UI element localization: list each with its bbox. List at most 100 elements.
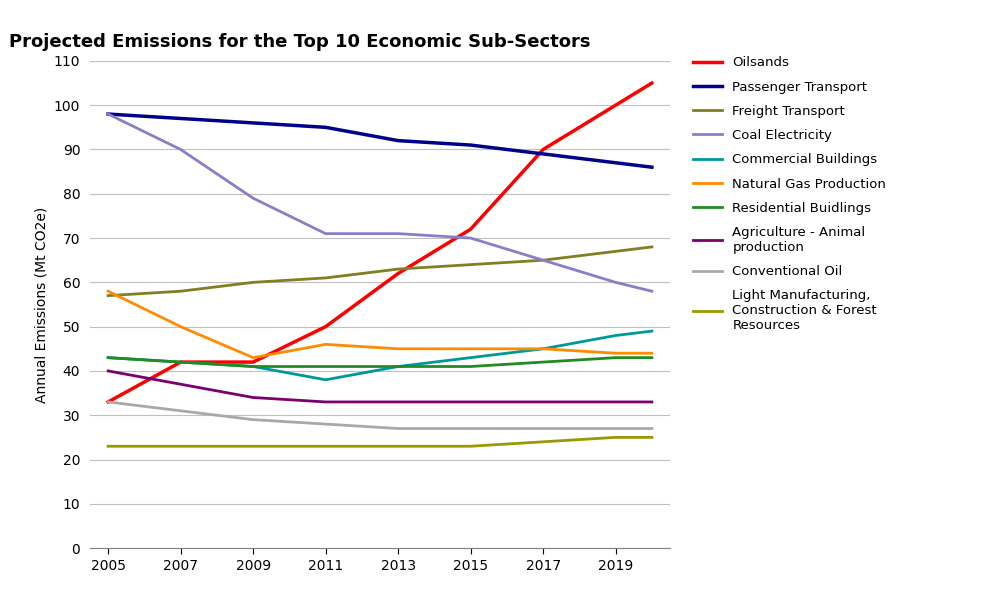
Agriculture - Animal
production — [537, 398, 549, 406]
Conventional Oil — [537, 425, 549, 432]
Commercial Buildings — [175, 359, 187, 366]
Line: Natural Gas Production: Natural Gas Production — [108, 291, 652, 357]
Light Manufacturing,
Construction & Forest
Resources — [320, 443, 332, 450]
Y-axis label: Annual Emissions (Mt CO2e): Annual Emissions (Mt CO2e) — [34, 206, 48, 403]
Oilsands — [247, 359, 259, 366]
Coal Electricity — [102, 110, 114, 118]
Passenger Transport — [646, 164, 658, 171]
Oilsands — [537, 146, 549, 153]
Legend: Oilsands, Passenger Transport, Freight Transport, Coal Electricity, Commercial B: Oilsands, Passenger Transport, Freight T… — [687, 51, 891, 337]
Freight Transport — [392, 266, 404, 273]
Light Manufacturing,
Construction & Forest
Resources — [646, 434, 658, 441]
Conventional Oil — [102, 398, 114, 406]
Passenger Transport — [247, 119, 259, 127]
Oilsands — [646, 79, 658, 86]
Commercial Buildings — [646, 328, 658, 335]
Line: Coal Electricity: Coal Electricity — [108, 114, 652, 291]
Natural Gas Production — [175, 323, 187, 330]
Freight Transport — [247, 279, 259, 286]
Conventional Oil — [465, 425, 477, 432]
Line: Conventional Oil: Conventional Oil — [108, 402, 652, 429]
Freight Transport — [175, 287, 187, 295]
Light Manufacturing,
Construction & Forest
Resources — [247, 443, 259, 450]
Coal Electricity — [610, 279, 622, 286]
Natural Gas Production — [465, 345, 477, 353]
Freight Transport — [537, 256, 549, 264]
Conventional Oil — [392, 425, 404, 432]
Coal Electricity — [392, 230, 404, 238]
Residential Buidlings — [465, 363, 477, 370]
Line: Freight Transport: Freight Transport — [108, 247, 652, 295]
Agriculture - Animal
production — [646, 398, 658, 406]
Passenger Transport — [610, 159, 622, 166]
Residential Buidlings — [646, 354, 658, 361]
Residential Buidlings — [102, 354, 114, 361]
Coal Electricity — [320, 230, 332, 238]
Coal Electricity — [175, 146, 187, 153]
Commercial Buildings — [465, 354, 477, 361]
Line: Passenger Transport: Passenger Transport — [108, 114, 652, 167]
Natural Gas Production — [392, 345, 404, 353]
Line: Residential Buidlings: Residential Buidlings — [108, 357, 652, 367]
Passenger Transport — [102, 110, 114, 118]
Conventional Oil — [610, 425, 622, 432]
Freight Transport — [320, 274, 332, 281]
Coal Electricity — [247, 194, 259, 202]
Agriculture - Animal
production — [320, 398, 332, 406]
Oilsands — [175, 359, 187, 366]
Light Manufacturing,
Construction & Forest
Resources — [102, 443, 114, 450]
Passenger Transport — [320, 124, 332, 131]
Agriculture - Animal
production — [465, 398, 477, 406]
Commercial Buildings — [247, 363, 259, 370]
Line: Agriculture - Animal
production: Agriculture - Animal production — [108, 371, 652, 402]
Natural Gas Production — [102, 287, 114, 295]
Conventional Oil — [320, 420, 332, 428]
Natural Gas Production — [247, 354, 259, 361]
Freight Transport — [646, 243, 658, 250]
Agriculture - Animal
production — [392, 398, 404, 406]
Coal Electricity — [465, 234, 477, 242]
Line: Light Manufacturing,
Construction & Forest
Resources: Light Manufacturing, Construction & Fore… — [108, 437, 652, 446]
Freight Transport — [465, 261, 477, 269]
Light Manufacturing,
Construction & Forest
Resources — [610, 434, 622, 441]
Freight Transport — [102, 292, 114, 299]
Light Manufacturing,
Construction & Forest
Resources — [465, 443, 477, 450]
Agriculture - Animal
production — [102, 367, 114, 375]
Oilsands — [392, 270, 404, 277]
Passenger Transport — [392, 137, 404, 144]
Agriculture - Animal
production — [247, 394, 259, 401]
Coal Electricity — [537, 256, 549, 264]
Conventional Oil — [247, 416, 259, 423]
Oilsands — [610, 102, 622, 109]
Light Manufacturing,
Construction & Forest
Resources — [175, 443, 187, 450]
Commercial Buildings — [392, 363, 404, 370]
Coal Electricity — [646, 287, 658, 295]
Oilsands — [465, 225, 477, 233]
Natural Gas Production — [537, 345, 549, 353]
Residential Buidlings — [537, 359, 549, 366]
Line: Oilsands: Oilsands — [108, 83, 652, 402]
Commercial Buildings — [320, 376, 332, 384]
Light Manufacturing,
Construction & Forest
Resources — [392, 443, 404, 450]
Passenger Transport — [465, 141, 477, 149]
Agriculture - Animal
production — [610, 398, 622, 406]
Natural Gas Production — [646, 350, 658, 357]
Commercial Buildings — [102, 354, 114, 361]
Line: Commercial Buildings: Commercial Buildings — [108, 331, 652, 380]
Freight Transport — [610, 248, 622, 255]
Residential Buidlings — [610, 354, 622, 361]
Conventional Oil — [646, 425, 658, 432]
Natural Gas Production — [610, 350, 622, 357]
Passenger Transport — [175, 115, 187, 122]
Residential Buidlings — [320, 363, 332, 370]
Light Manufacturing,
Construction & Forest
Resources — [537, 438, 549, 445]
Passenger Transport — [537, 150, 549, 158]
Residential Buidlings — [392, 363, 404, 370]
Text: Projected Emissions for the Top 10 Economic Sub-Sectors: Projected Emissions for the Top 10 Econo… — [9, 33, 590, 51]
Commercial Buildings — [610, 332, 622, 339]
Commercial Buildings — [537, 345, 549, 353]
Oilsands — [102, 398, 114, 406]
Residential Buidlings — [175, 359, 187, 366]
Agriculture - Animal
production — [175, 381, 187, 388]
Natural Gas Production — [320, 340, 332, 348]
